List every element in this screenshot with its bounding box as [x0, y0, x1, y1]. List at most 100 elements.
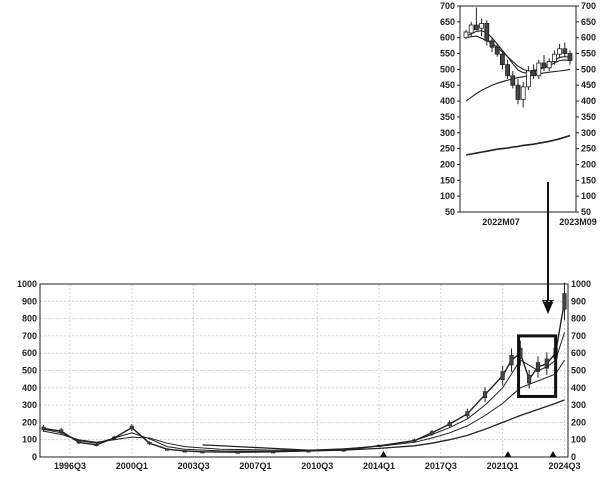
inset-candle-body [541, 62, 547, 69]
main-y-tick-left: 1000 [17, 279, 37, 289]
inset-y-tick-right: 500 [581, 64, 596, 74]
inset-line-4 [465, 134, 571, 156]
price-candle-body [447, 422, 452, 427]
inset-y-tick-left: 200 [440, 159, 455, 169]
main-x-tick: 2024Q3 [548, 461, 580, 471]
inset-candles [463, 7, 573, 108]
inset-candle-body [526, 70, 531, 88]
main-y-tick-left: 500 [22, 366, 37, 376]
main-x-tick: 2003Q3 [178, 461, 210, 471]
main-x-tick: 2021Q1 [487, 461, 519, 471]
inset-right-axis: 700 650 600 550 500 450 400 350 300 250 200 150 100 5… [576, 1, 596, 217]
main-y-tick-right: 600 [571, 348, 586, 358]
price-candle-body [94, 443, 99, 447]
price-candle-body [147, 442, 152, 445]
main-grid [40, 284, 568, 457]
inset-y-tick-right: 600 [581, 33, 596, 43]
price-candle-body [562, 293, 567, 310]
inset-y-tick-right: 100 [581, 191, 596, 201]
inset-y-tick-left: 150 [440, 175, 455, 185]
inset-candle-body [536, 62, 542, 77]
inset-candle-body [520, 86, 526, 100]
inset-candle-body [463, 31, 469, 39]
main-x-axis: 1996Q3 2000Q1 2003Q3 2007Q1 2010Q3 2014Q1 2017… [54, 461, 580, 471]
price-candle-body [482, 391, 488, 399]
inset-line-3 [465, 68, 571, 102]
main-y-tick-left: 100 [22, 435, 37, 445]
main-y-tick-right: 200 [571, 417, 586, 427]
main-y-tick-left: 600 [22, 348, 37, 358]
main-y-tick-left: 900 [22, 296, 37, 306]
inset-x-tick: 2023M09 [559, 217, 597, 227]
price-candle-body [544, 358, 549, 369]
price-candle-body [235, 451, 240, 454]
main-series [41, 282, 567, 454]
inset-y-tick-left: 350 [440, 112, 455, 122]
event-triangle [379, 451, 387, 457]
inset-y-tick-right: 650 [581, 17, 596, 27]
main-x-tick: 2017Q3 [425, 461, 457, 471]
inset-y-tick-right: 250 [581, 144, 596, 154]
inset-y-tick-left: 700 [440, 1, 455, 11]
main-x-tick: 1996Q3 [54, 461, 86, 471]
main-x-tick: 2000Q1 [116, 461, 148, 471]
inset-line-1 [465, 35, 571, 72]
price-candle-body [76, 441, 81, 444]
inset-y-tick-right: 550 [581, 49, 596, 59]
price-candle-body [41, 426, 46, 431]
main-y-tick-left: 800 [22, 314, 37, 324]
inset-candle-body [557, 48, 562, 55]
inset-y-tick-right: 350 [581, 112, 596, 122]
main-x-tick: 2010Q3 [301, 461, 333, 471]
main-y-tick-right: 1000 [571, 279, 591, 289]
main-y-tick-right: 400 [571, 383, 586, 393]
main-y-tick-left: 700 [22, 331, 37, 341]
price-candle-body [535, 362, 541, 372]
main-y-tick-right: 300 [571, 400, 586, 410]
inset-y-tick-left: 400 [440, 96, 455, 106]
inset-candle-body [479, 23, 485, 29]
inset-y-tick-left: 500 [440, 64, 455, 74]
inset-y-tick-right: 300 [581, 128, 596, 138]
inset-candle-body [531, 70, 536, 77]
series-price [43, 301, 566, 453]
main-x-tick: 2007Q1 [239, 461, 271, 471]
event-markers [379, 451, 557, 457]
main-y-tick-left: 300 [22, 400, 37, 410]
price-candle-body [527, 374, 532, 384]
inset-candle-body [499, 53, 505, 66]
series-ma-3 [202, 399, 565, 451]
inset-y-tick-left: 450 [440, 80, 455, 90]
price-candle-body [465, 411, 470, 417]
price-candle-body [129, 425, 134, 430]
inset-candle-body [546, 61, 552, 69]
main-x-tick: 2014Q1 [363, 461, 395, 471]
main-y-tick-right: 900 [571, 296, 586, 306]
price-candle-body [200, 451, 205, 454]
inset-candle-body [515, 84, 521, 100]
price-candle-body [500, 371, 505, 381]
event-triangle [504, 451, 512, 457]
main-y-tick-right: 100 [571, 435, 586, 445]
inset-candle-body [468, 24, 474, 34]
inset-candle-body [484, 23, 490, 42]
main-y-tick-right: 800 [571, 314, 586, 324]
inset-candle-body [552, 53, 557, 62]
event-triangle [549, 451, 557, 457]
inset-y-tick-left: 250 [440, 144, 455, 154]
zoom-arrow [542, 182, 554, 314]
inset-candle-body [489, 40, 495, 48]
inset-y-tick-right: 200 [581, 159, 596, 169]
main-y-tick-left: 200 [22, 417, 37, 427]
main-y-tick-left: 0 [32, 452, 37, 462]
inset-left-axis: 700 650 600 550 500 450 400 350 300 250 200 150 100 5… [440, 1, 460, 217]
inset-candle-body [562, 48, 568, 54]
main-y-tick-left: 400 [22, 383, 37, 393]
inset-y-tick-left: 600 [440, 33, 455, 43]
main-y-tick-right: 0 [571, 452, 576, 462]
